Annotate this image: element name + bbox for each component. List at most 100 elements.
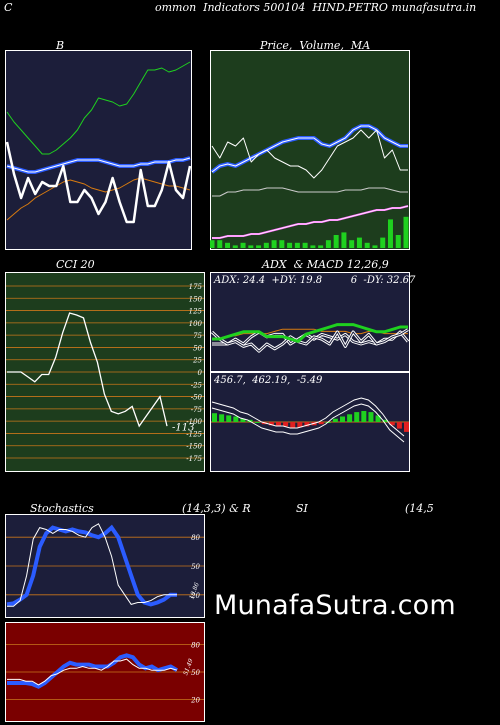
volume-bar — [256, 245, 262, 248]
adx-title: ADX & MACD 12,26,9 — [262, 258, 389, 271]
macd-histogram-bar — [332, 418, 338, 422]
volume-bar — [279, 240, 285, 248]
cci-tick-label: 50 — [193, 344, 202, 352]
volume-bar — [356, 237, 362, 248]
rsi-tick-label: 20 — [190, 697, 200, 705]
macd-chart — [210, 372, 410, 472]
macd-line — [211, 397, 405, 437]
cci-tick-label: 125 — [189, 308, 203, 316]
cci-tick-label: -150 — [186, 443, 202, 451]
cci-tick-label: -125 — [186, 430, 202, 438]
macd-histogram-bar — [368, 412, 374, 422]
rsi-white-line — [7, 658, 178, 686]
volume-bar — [271, 240, 277, 248]
macd-histogram-bar — [212, 413, 217, 422]
price-ma-gray-line — [212, 187, 408, 197]
volume-bar — [232, 245, 238, 248]
macd-histogram-bar — [382, 419, 388, 422]
bb-middle-white-line — [6, 157, 191, 173]
macd-histogram-bar — [361, 411, 367, 422]
macd-histogram-bar — [226, 415, 232, 422]
macd-histogram-bar — [389, 422, 395, 426]
volume-bar — [403, 216, 409, 248]
bb-price-line — [5, 141, 192, 224]
volume-bar — [287, 242, 293, 248]
price-close-line — [211, 129, 408, 179]
stoch-subtitle: (14,3,3) & R — [182, 502, 251, 515]
cci-tick-label: 25 — [192, 357, 202, 365]
adx-chart — [210, 272, 410, 372]
stoch-tick-label: 20 — [190, 592, 200, 600]
cci-line — [7, 312, 168, 428]
volume-bar — [310, 245, 316, 248]
volume-bar — [325, 240, 331, 248]
cci-tick-label: 100 — [189, 320, 203, 328]
cci-title: CCI 20 — [56, 258, 95, 271]
macd-signal-line — [211, 403, 405, 443]
macd-histogram-bar — [297, 422, 303, 428]
macd-histogram-bar — [404, 422, 409, 432]
price-ma-magenta-core — [212, 205, 409, 239]
bb-upper-green-line — [6, 61, 191, 155]
cci-tick-label: -25 — [191, 381, 203, 389]
bb-title: B — [56, 39, 65, 52]
cci-tick-label: -75 — [191, 406, 203, 414]
stoch-d-line — [7, 523, 177, 607]
volume-bar — [294, 242, 300, 248]
macd-histogram-bar — [233, 416, 239, 422]
macd-histogram-bar — [396, 422, 402, 429]
header-title: ommon Indicators 500104 HIND.PETRO munaf… — [155, 1, 477, 14]
rsi-title: SI — [296, 502, 308, 515]
cci-tick-label: -100 — [186, 418, 202, 426]
price-ma-white-line — [211, 125, 408, 173]
volume-bar — [341, 232, 347, 248]
macd-histogram-bar — [268, 422, 274, 426]
rsi-tick-label: 50 — [191, 669, 200, 677]
bb-background — [5, 50, 192, 250]
macd-histogram-bar — [304, 422, 310, 427]
cci-last-value: -113 — [172, 423, 194, 434]
volume-bar — [240, 242, 246, 248]
macd-histogram-bar — [240, 418, 246, 422]
stoch-tick-label: 80 — [191, 534, 200, 542]
watermark: MunafaSutra.com — [214, 590, 456, 621]
stoch-tick-label: 50 — [191, 563, 200, 571]
bollinger-bands-chart — [5, 50, 192, 250]
price-title: Price, Volume, MA — [260, 39, 371, 52]
macd-histogram-bar — [254, 422, 260, 423]
macd-histogram-bar — [347, 414, 353, 422]
stoch-k-line — [6, 524, 178, 607]
volume-bar — [395, 235, 401, 248]
volume-bar — [217, 240, 223, 248]
volume-bar — [372, 245, 378, 248]
macd-histogram-bar — [290, 422, 296, 428]
volume-bar — [302, 242, 308, 248]
volume-bar — [210, 240, 215, 248]
cci-tick-label: -175 — [186, 455, 202, 463]
macd-histogram-bar — [276, 422, 281, 427]
volume-bar — [364, 242, 370, 248]
adx-minus-dy-inner — [211, 329, 409, 352]
cci-chart: 175 150 125 100 75 50 25 0 -25 -50 -75 -100 -125 -150… — [5, 272, 205, 472]
price-background — [210, 50, 410, 250]
macd-histogram-bar — [340, 416, 345, 422]
adx-green-line — [212, 323, 408, 343]
header-left-char: C — [4, 1, 13, 14]
bb-lower-orange-line — [6, 177, 191, 221]
volume-bar — [318, 245, 324, 248]
macd-readout: 456.7, 462.19, -5.49 — [214, 375, 323, 386]
rsi-blue-line — [7, 653, 179, 689]
stoch-title: Stochastics — [30, 502, 94, 515]
adx-readout: ADX: 24.4 +DY: 19.8 6 -DY: 32.67 — [214, 275, 416, 286]
macd-histogram-bar — [375, 415, 381, 422]
adx-background — [210, 272, 410, 372]
macd-histogram-bar — [283, 422, 289, 427]
volume-bar — [248, 245, 254, 248]
cci-tick-label: 175 — [189, 283, 203, 291]
rsi-subtitle: (14,5 — [405, 502, 434, 515]
macd-histogram-bar — [354, 412, 360, 422]
volume-bar — [333, 235, 339, 248]
cci-tick-label: 75 — [193, 332, 202, 340]
